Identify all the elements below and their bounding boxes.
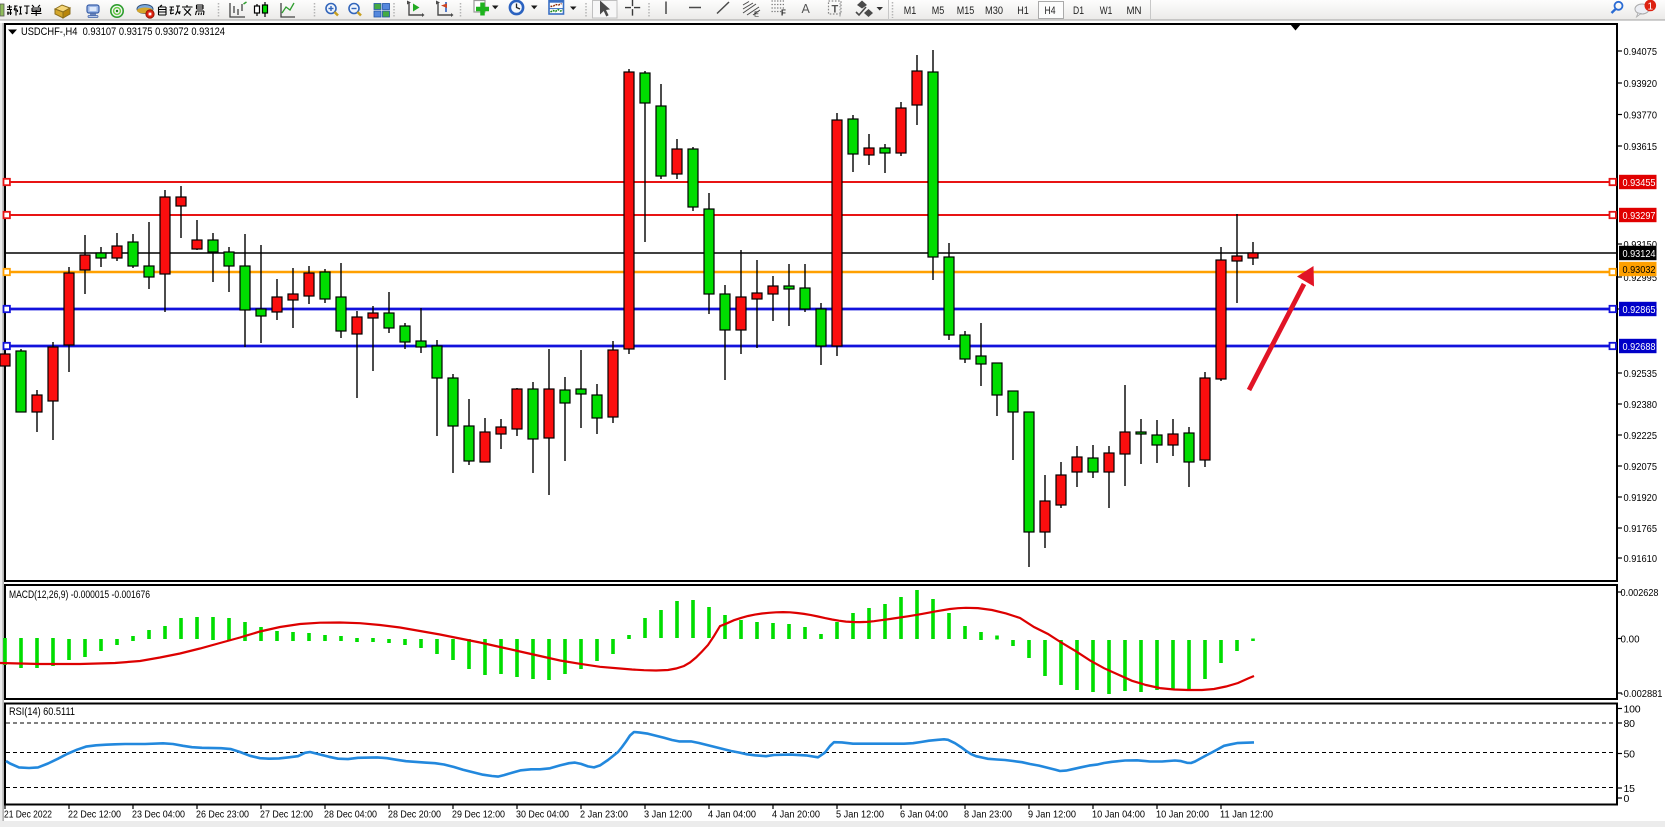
svg-text:10 Jan 04:00: 10 Jan 04:00 (1092, 809, 1145, 821)
svg-text:1: 1 (1648, 1, 1654, 12)
svg-text:W1: W1 (1100, 5, 1113, 17)
svg-text:M5: M5 (932, 5, 945, 17)
svg-text:0.91920: 0.91920 (1624, 492, 1658, 504)
svg-text:3 Jan 12:00: 3 Jan 12:00 (644, 809, 692, 821)
svg-text:D1: D1 (1073, 5, 1084, 17)
svg-text:0.92380: 0.92380 (1624, 399, 1658, 411)
svg-text:11 Jan 12:00: 11 Jan 12:00 (1220, 809, 1273, 821)
svg-text:0.91610: 0.91610 (1624, 553, 1658, 565)
svg-text:4 Jan 20:00: 4 Jan 20:00 (772, 809, 820, 821)
svg-text:0.002628: 0.002628 (1621, 587, 1659, 599)
svg-text:0.92225: 0.92225 (1624, 430, 1658, 442)
svg-text:0.92865: 0.92865 (1623, 304, 1656, 316)
svg-text:MACD(12,26,9) -0.000015 -0.001: MACD(12,26,9) -0.000015 -0.001676 (9, 589, 150, 601)
svg-text:0.93455: 0.93455 (1623, 177, 1656, 189)
svg-text:USDCHF-,H4 0.93107 0.93175 0.: USDCHF-,H4 0.93107 0.93175 0.93072 0.931… (21, 26, 225, 38)
svg-text:RSI(14) 60.5111: RSI(14) 60.5111 (9, 706, 75, 718)
svg-text:9 Jan 12:00: 9 Jan 12:00 (1028, 809, 1076, 821)
svg-text:-0.002881: -0.002881 (1621, 688, 1663, 700)
svg-text:F: F (781, 9, 786, 18)
svg-text:22 Dec 12:00: 22 Dec 12:00 (68, 809, 121, 821)
svg-text:5 Jan 12:00: 5 Jan 12:00 (836, 809, 884, 821)
svg-text:100: 100 (1624, 703, 1641, 715)
svg-text:M15: M15 (957, 5, 975, 17)
svg-text:28 Dec 20:00: 28 Dec 20:00 (388, 809, 441, 821)
svg-text:M1: M1 (904, 5, 917, 17)
svg-text:0.94075: 0.94075 (1624, 46, 1658, 58)
svg-text:50: 50 (1624, 748, 1636, 760)
svg-text:0.93297: 0.93297 (1623, 210, 1656, 222)
svg-text:6 Jan 04:00: 6 Jan 04:00 (900, 809, 948, 821)
svg-text:15: 15 (1624, 783, 1636, 795)
svg-text:0.92688: 0.92688 (1623, 341, 1656, 353)
svg-text:MN: MN (1127, 5, 1142, 17)
svg-text:H1: H1 (1017, 5, 1029, 17)
svg-text:T: T (832, 4, 839, 16)
svg-text:H4: H4 (1045, 5, 1056, 17)
svg-text:28 Dec 04:00: 28 Dec 04:00 (324, 809, 377, 821)
svg-text:0.93920: 0.93920 (1624, 78, 1658, 90)
svg-text:E: E (754, 10, 759, 19)
svg-text:30 Dec 04:00: 30 Dec 04:00 (516, 809, 569, 821)
svg-text:27 Dec 12:00: 27 Dec 12:00 (260, 809, 313, 821)
svg-text:4 Jan 04:00: 4 Jan 04:00 (708, 809, 756, 821)
svg-text:80: 80 (1624, 718, 1636, 730)
svg-text:23 Dec 04:00: 23 Dec 04:00 (132, 809, 185, 821)
svg-text:0.91765: 0.91765 (1624, 523, 1658, 535)
svg-text:2 Jan 23:00: 2 Jan 23:00 (580, 809, 628, 821)
svg-text:0.93124: 0.93124 (1623, 248, 1656, 260)
svg-text:0.93770: 0.93770 (1624, 109, 1658, 121)
svg-text:0.92075: 0.92075 (1624, 461, 1658, 473)
svg-text:A: A (802, 2, 811, 16)
svg-text:0.93032: 0.93032 (1623, 264, 1656, 276)
svg-text:0: 0 (1624, 793, 1630, 805)
svg-text:0.93615: 0.93615 (1624, 141, 1658, 153)
svg-text:0.92535: 0.92535 (1624, 368, 1658, 380)
svg-text:21 Dec 2022: 21 Dec 2022 (4, 809, 52, 821)
svg-text:0.00: 0.00 (1621, 633, 1640, 645)
svg-text:29 Dec 12:00: 29 Dec 12:00 (452, 809, 505, 821)
svg-text:26 Dec 23:00: 26 Dec 23:00 (196, 809, 249, 821)
svg-text:10 Jan 20:00: 10 Jan 20:00 (1156, 809, 1209, 821)
svg-text:8 Jan 23:00: 8 Jan 23:00 (964, 809, 1012, 821)
svg-text:M30: M30 (985, 5, 1003, 17)
